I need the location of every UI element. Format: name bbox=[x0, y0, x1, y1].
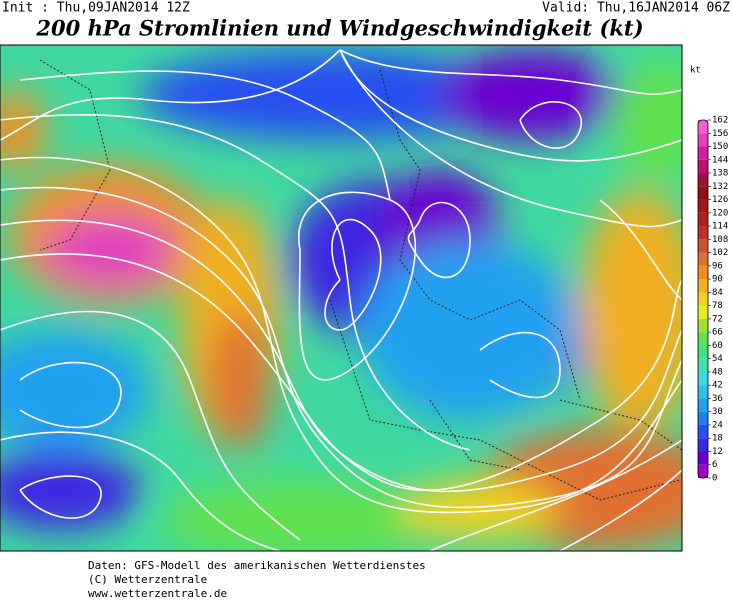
legend-unit: kt bbox=[690, 66, 701, 76]
legend-swatch bbox=[698, 318, 708, 333]
legend-tick-label: 138 bbox=[712, 169, 728, 179]
init-time: Init : Thu,09JAN2014 12Z bbox=[2, 1, 190, 16]
legend-tick-label: 42 bbox=[712, 381, 723, 391]
legend-tick-label: 132 bbox=[712, 182, 728, 192]
valid-time: Valid: Thu,16JAN2014 06Z bbox=[542, 1, 730, 16]
legend-tick-label: 156 bbox=[712, 129, 728, 139]
legend-tick-label: 150 bbox=[712, 142, 728, 152]
legend-swatch bbox=[698, 146, 708, 160]
legend-swatch bbox=[698, 438, 708, 452]
legend-swatch bbox=[698, 385, 708, 399]
legend-tick-label: 6 bbox=[712, 460, 717, 470]
legend-tick-label: 120 bbox=[712, 208, 728, 218]
title: 200 hPa Stromlinien und Windgeschwindigk… bbox=[35, 16, 643, 41]
legend-swatch bbox=[698, 332, 708, 346]
legend-swatch bbox=[698, 173, 708, 187]
legend-swatch bbox=[698, 345, 708, 359]
legend-swatch bbox=[698, 424, 708, 439]
legend-swatch bbox=[698, 371, 708, 386]
streamlines bbox=[0, 49, 682, 551]
legend-tick-label: 84 bbox=[712, 288, 723, 298]
legend-tick-label: 108 bbox=[712, 235, 728, 245]
legend-frame bbox=[697, 119, 709, 479]
legend-tick-label: 24 bbox=[712, 420, 723, 430]
footer-url: www.wetterzentrale.de bbox=[88, 587, 227, 600]
legend-tick-label: 48 bbox=[712, 367, 723, 377]
legend-swatch bbox=[698, 398, 708, 412]
legend-tick-label: 114 bbox=[712, 222, 728, 232]
legend-swatch bbox=[698, 279, 708, 293]
legend-swatch bbox=[698, 252, 708, 266]
legend-tick-label: 90 bbox=[712, 275, 723, 285]
legend-swatch bbox=[698, 239, 708, 253]
legend-swatch bbox=[698, 120, 708, 134]
legend-swatch bbox=[698, 133, 708, 147]
legend-tick-label: 144 bbox=[712, 155, 728, 165]
legend-swatch bbox=[698, 358, 708, 372]
legend: 0 6 12 18 24 30 36 42 48 54 60 66 72 78 84 90 96 102 108 11… bbox=[697, 116, 728, 484]
legend-tick-label: 36 bbox=[712, 394, 723, 404]
legend-swatch bbox=[698, 464, 708, 478]
legend-swatch bbox=[698, 292, 708, 306]
footer-source: Daten: GFS-Modell des amerikanischen Wet… bbox=[88, 559, 426, 572]
legend-swatch bbox=[698, 226, 708, 240]
legend-tick-label: 126 bbox=[712, 195, 728, 205]
legend-tick-label: 102 bbox=[712, 248, 728, 258]
legend-tick-label: 0 bbox=[712, 474, 717, 484]
legend-swatch bbox=[698, 159, 708, 174]
legend-tick-label: 60 bbox=[712, 341, 723, 351]
legend-swatch bbox=[698, 451, 708, 465]
legend-tick-label: 12 bbox=[712, 447, 723, 457]
footer-copyright: (C) Wetterzentrale bbox=[88, 573, 207, 586]
legend-tick-label: 78 bbox=[712, 301, 723, 311]
legend-tick-label: 96 bbox=[712, 261, 723, 271]
legend-tick-label: 18 bbox=[712, 434, 723, 444]
legend-swatch bbox=[698, 212, 708, 227]
legend-tick-label: 162 bbox=[712, 116, 728, 126]
legend-tick-label: 54 bbox=[712, 354, 723, 364]
legend-swatch bbox=[698, 186, 708, 200]
wind-field bbox=[0, 45, 682, 551]
legend-swatch bbox=[698, 411, 708, 425]
legend-swatch bbox=[698, 265, 708, 280]
legend-swatch bbox=[698, 305, 708, 319]
legend-tick-label: 72 bbox=[712, 314, 723, 324]
legend-tick-label: 66 bbox=[712, 328, 723, 338]
legend-tick-label: 30 bbox=[712, 407, 723, 417]
legend-swatch bbox=[698, 199, 708, 213]
map-frame bbox=[0, 44, 683, 552]
